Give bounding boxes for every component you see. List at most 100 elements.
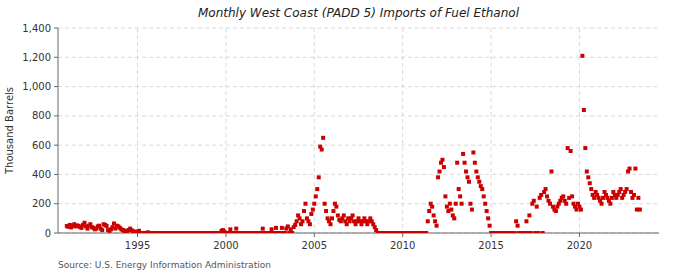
x-grid-line: [491, 28, 492, 233]
point: [464, 170, 468, 174]
point: [234, 227, 238, 231]
point: [527, 213, 531, 217]
y-tick-label: 800: [32, 110, 51, 121]
point: [482, 194, 486, 198]
point: [625, 187, 629, 191]
point: [628, 167, 632, 171]
point: [460, 202, 464, 206]
y-tick-label: 0: [45, 228, 51, 239]
point: [633, 167, 637, 171]
x-tick-label: 2000: [213, 240, 238, 251]
y-tick-label: 1,400: [22, 23, 51, 34]
point: [449, 208, 453, 212]
point: [274, 226, 278, 230]
x-tick: [579, 233, 580, 237]
y-tick-label: 1,200: [22, 52, 51, 63]
point: [480, 187, 484, 191]
point: [600, 202, 604, 206]
y-grid-line: [58, 174, 659, 175]
point: [426, 219, 430, 223]
point: [544, 187, 548, 191]
point: [461, 152, 465, 156]
x-grid-line: [225, 28, 226, 233]
point: [312, 202, 316, 206]
point: [315, 187, 319, 191]
point: [532, 199, 536, 203]
point: [466, 175, 470, 179]
point: [608, 202, 612, 206]
point: [454, 202, 458, 206]
point: [100, 228, 104, 232]
point: [448, 202, 452, 206]
axes: 02004006008001,0001,2001,400199520002005…: [22, 23, 659, 252]
point: [582, 108, 586, 112]
y-tick-label: 600: [32, 140, 51, 151]
point: [516, 224, 520, 228]
point: [323, 202, 327, 206]
point: [529, 231, 533, 233]
point: [342, 213, 346, 217]
y-grid-line: [58, 203, 659, 204]
point: [301, 219, 305, 223]
points: [65, 54, 642, 233]
point: [477, 180, 481, 184]
y-tick-label: 400: [32, 169, 51, 180]
point: [302, 209, 306, 213]
x-tick-label: 2005: [302, 240, 327, 251]
chart-svg: 02004006008001,0001,2001,400199520002005…: [0, 0, 675, 275]
point: [424, 231, 428, 233]
point: [569, 149, 573, 153]
point: [438, 170, 442, 174]
y-grid-line: [58, 86, 659, 87]
point: [536, 231, 540, 233]
y-grid-line: [58, 145, 659, 146]
point: [452, 216, 456, 220]
point: [334, 205, 338, 209]
x-tick: [137, 233, 138, 237]
y-tick-label: 1,000: [22, 81, 51, 92]
source-note: Source: U.S. Energy Information Administ…: [58, 260, 271, 270]
point: [589, 187, 593, 191]
point: [442, 165, 446, 169]
point: [554, 209, 558, 213]
y-tick: [54, 86, 58, 87]
point: [561, 194, 565, 198]
point: [455, 161, 459, 165]
point: [585, 170, 589, 174]
y-grid-line: [58, 115, 659, 116]
point: [586, 175, 590, 179]
point: [468, 202, 472, 206]
y-grid-line: [58, 57, 659, 58]
y-tick: [54, 115, 58, 116]
point: [486, 216, 490, 220]
point: [336, 213, 340, 217]
y-tick-label: 200: [32, 198, 51, 209]
point: [580, 54, 584, 58]
point: [436, 175, 440, 179]
point: [470, 208, 474, 212]
point: [463, 161, 467, 165]
point: [324, 209, 328, 213]
y-tick: [54, 174, 58, 175]
point: [311, 208, 315, 212]
point: [427, 209, 431, 213]
y-axis-line: [58, 28, 59, 233]
point: [320, 148, 324, 152]
x-grid-line: [402, 28, 403, 233]
point: [483, 202, 487, 206]
point: [488, 224, 492, 228]
point: [476, 175, 480, 179]
y-grid-line: [58, 28, 659, 29]
point: [83, 221, 87, 225]
point: [330, 216, 334, 220]
point: [440, 158, 444, 162]
point: [433, 219, 437, 223]
point: [430, 205, 434, 209]
point: [632, 193, 636, 197]
point: [541, 231, 545, 233]
point: [524, 219, 528, 223]
point: [638, 208, 642, 212]
point: [471, 150, 475, 154]
x-tick-label: 2020: [567, 240, 592, 251]
y-axis-label: Thousand Barrels: [4, 87, 15, 175]
